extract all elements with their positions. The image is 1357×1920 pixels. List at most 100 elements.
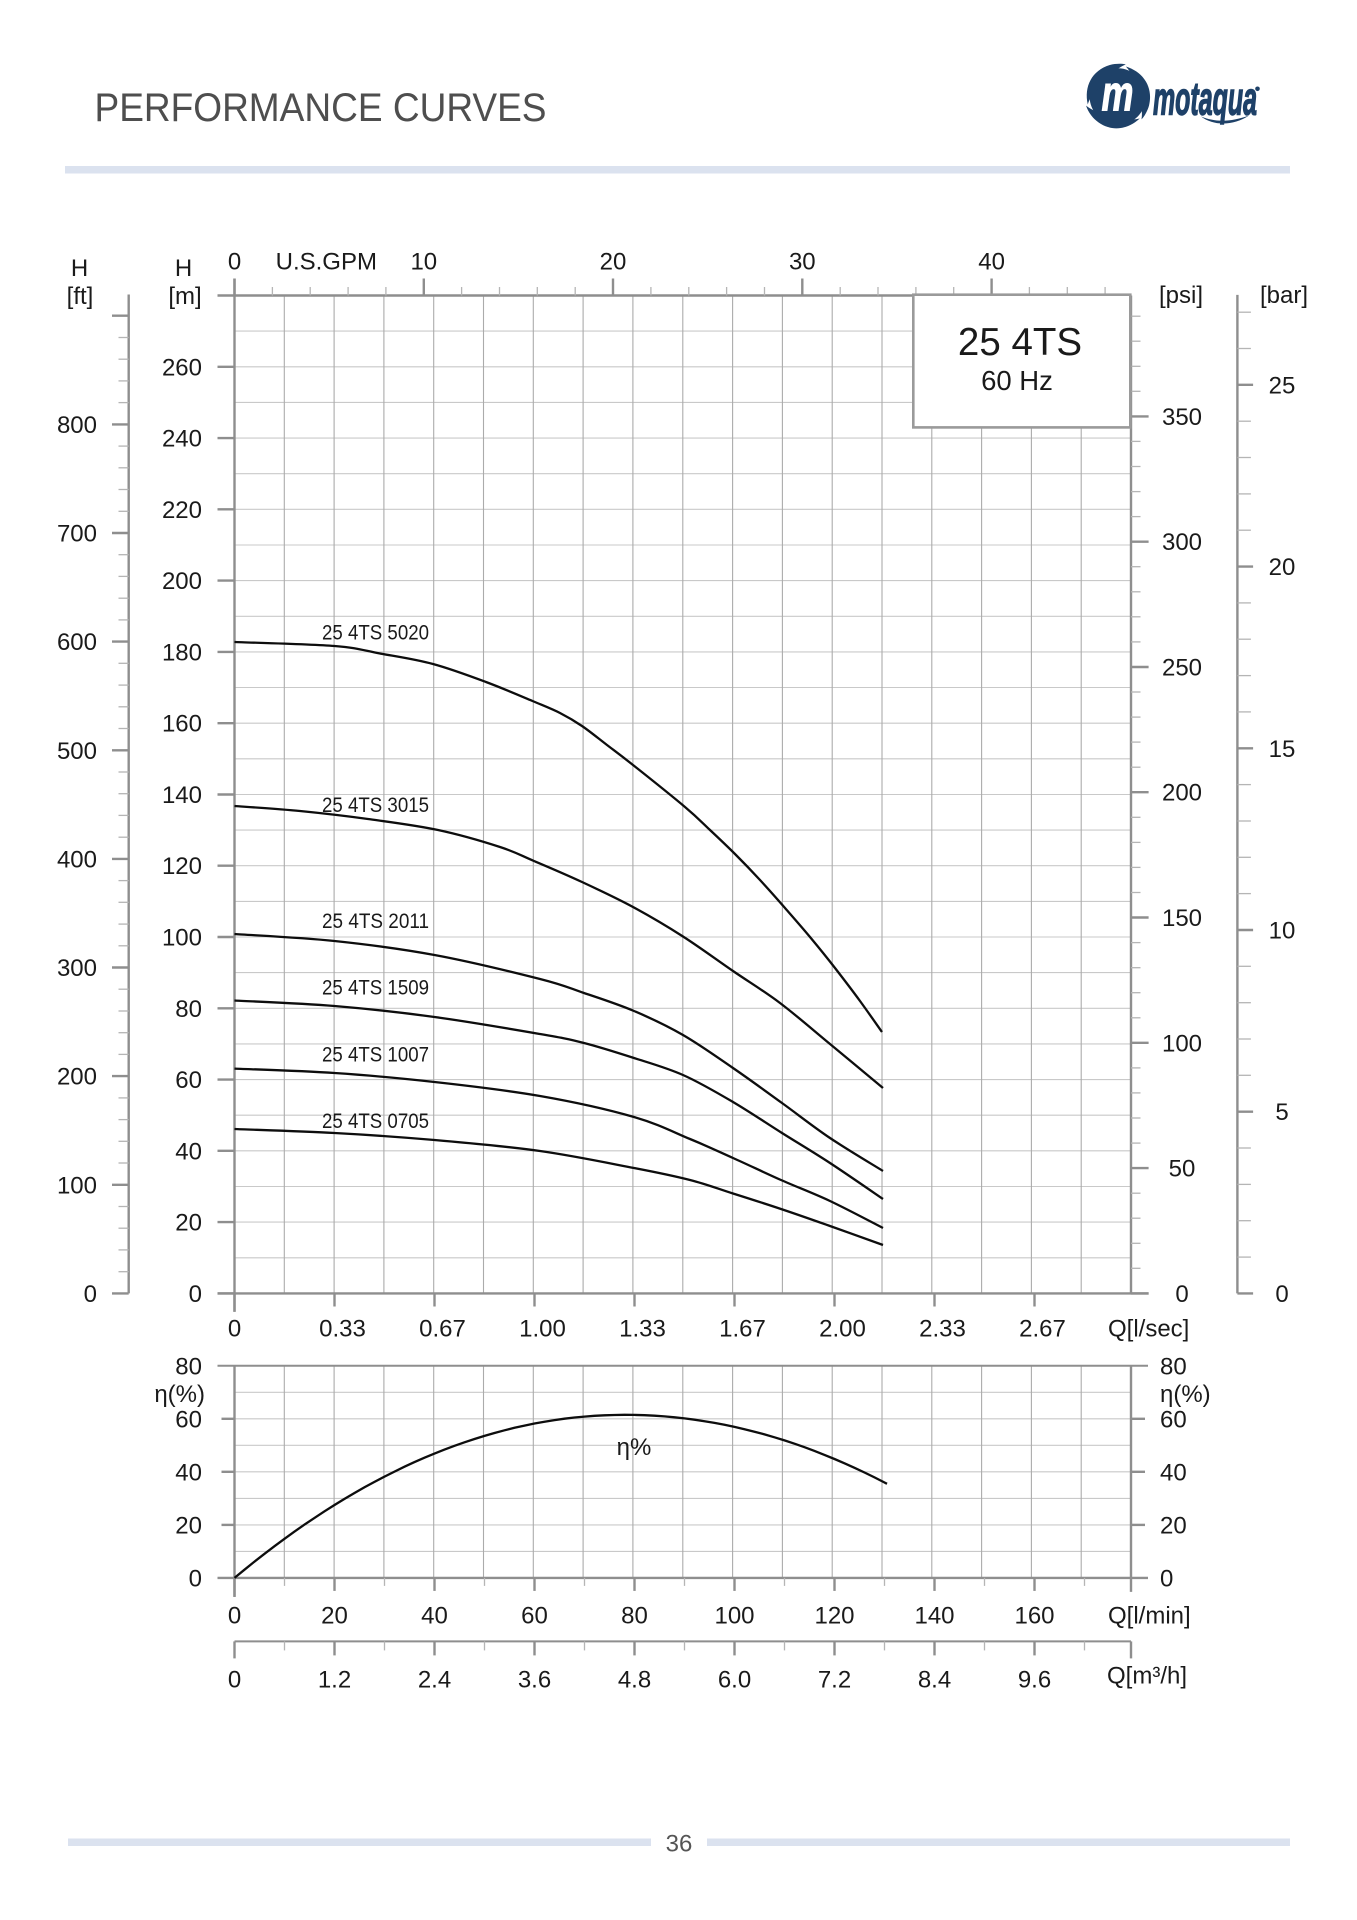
svg-text:60: 60 [175, 1406, 202, 1433]
svg-text:0: 0 [228, 249, 241, 276]
svg-text:60: 60 [1160, 1406, 1187, 1433]
svg-text:[ft]: [ft] [67, 283, 94, 310]
svg-text:20: 20 [1160, 1512, 1187, 1539]
svg-text:m: m [1101, 67, 1133, 122]
svg-text:1.00: 1.00 [519, 1315, 566, 1342]
svg-text:250: 250 [1162, 655, 1202, 682]
svg-text:0: 0 [228, 1315, 241, 1342]
svg-text:80: 80 [621, 1603, 648, 1630]
svg-text:0: 0 [189, 1281, 202, 1308]
svg-text:700: 700 [57, 521, 97, 548]
svg-text:6.0: 6.0 [718, 1667, 751, 1694]
svg-text:2.67: 2.67 [1019, 1315, 1066, 1342]
svg-text:4.8: 4.8 [618, 1667, 651, 1694]
svg-text:25 4TS 1007: 25 4TS 1007 [322, 1042, 429, 1066]
svg-text:7.2: 7.2 [818, 1667, 851, 1694]
svg-text:0.33: 0.33 [319, 1315, 366, 1342]
svg-text:30: 30 [789, 249, 816, 276]
svg-text:50: 50 [1169, 1156, 1196, 1183]
svg-text:180: 180 [162, 639, 202, 666]
svg-text:25 4TS 0705: 25 4TS 0705 [322, 1109, 429, 1133]
svg-text:3.6: 3.6 [518, 1667, 551, 1694]
svg-text:25 4TS 5020: 25 4TS 5020 [322, 621, 429, 645]
svg-text:[psi]: [psi] [1159, 282, 1203, 309]
svg-text:PERFORMANCE CURVES: PERFORMANCE CURVES [95, 86, 547, 130]
svg-text:[m]: [m] [168, 283, 201, 310]
svg-text:120: 120 [162, 853, 202, 880]
svg-text:20: 20 [600, 249, 627, 276]
svg-text:100: 100 [162, 925, 202, 952]
svg-text:25 4TS 1509: 25 4TS 1509 [322, 976, 429, 1000]
svg-text:motaqua: motaqua [1153, 73, 1257, 124]
svg-text:160: 160 [162, 711, 202, 738]
svg-text:60: 60 [175, 1067, 202, 1094]
svg-text:120: 120 [814, 1603, 854, 1630]
svg-text:160: 160 [1014, 1603, 1054, 1630]
svg-text:Q[l/min]: Q[l/min] [1108, 1603, 1191, 1630]
svg-text:0: 0 [1160, 1565, 1173, 1592]
svg-text:40: 40 [175, 1459, 202, 1486]
svg-text:80: 80 [175, 996, 202, 1023]
svg-text:[bar]: [bar] [1260, 282, 1308, 309]
svg-text:2.00: 2.00 [819, 1315, 866, 1342]
svg-text:20: 20 [1269, 554, 1296, 581]
svg-text:25 4TS: 25 4TS [958, 321, 1082, 364]
svg-text:η(%): η(%) [154, 1381, 205, 1408]
svg-text:0: 0 [189, 1565, 202, 1592]
svg-text:220: 220 [162, 497, 202, 524]
svg-text:Q[l/sec]: Q[l/sec] [1108, 1315, 1189, 1342]
svg-text:150: 150 [1162, 905, 1202, 932]
svg-text:0: 0 [1175, 1281, 1188, 1308]
svg-text:140: 140 [162, 782, 202, 809]
svg-text:2.4: 2.4 [418, 1667, 451, 1694]
svg-text:Q[m³/h]: Q[m³/h] [1107, 1663, 1187, 1690]
svg-text:800: 800 [57, 412, 97, 439]
svg-text:40: 40 [421, 1603, 448, 1630]
svg-text:9.6: 9.6 [1018, 1667, 1051, 1694]
svg-text:260: 260 [162, 354, 202, 381]
svg-text:350: 350 [1162, 404, 1202, 431]
svg-text:1.33: 1.33 [619, 1315, 666, 1342]
svg-text:240: 240 [162, 426, 202, 453]
svg-text:0.67: 0.67 [419, 1315, 466, 1342]
svg-text:8.4: 8.4 [918, 1667, 951, 1694]
svg-text:40: 40 [1160, 1459, 1187, 1486]
svg-text:25: 25 [1269, 372, 1296, 399]
svg-text:η(%): η(%) [1160, 1381, 1211, 1408]
svg-text:300: 300 [57, 955, 97, 982]
svg-text:60: 60 [521, 1603, 548, 1630]
svg-text:2.33: 2.33 [919, 1315, 966, 1342]
svg-text:500: 500 [57, 738, 97, 765]
svg-text:100: 100 [57, 1172, 97, 1199]
svg-text:60 Hz: 60 Hz [981, 365, 1053, 396]
svg-text:10: 10 [410, 249, 437, 276]
svg-text:1.67: 1.67 [719, 1315, 766, 1342]
svg-text:25 4TS 3015: 25 4TS 3015 [322, 793, 429, 817]
svg-text:100: 100 [714, 1603, 754, 1630]
svg-text:40: 40 [978, 249, 1005, 276]
svg-text:400: 400 [57, 846, 97, 873]
svg-text:36: 36 [666, 1831, 693, 1858]
svg-text:100: 100 [1162, 1030, 1202, 1057]
svg-text:0: 0 [1275, 1281, 1288, 1308]
svg-text:η%: η% [617, 1434, 652, 1461]
svg-text:80: 80 [1160, 1353, 1187, 1380]
svg-text:H: H [175, 255, 192, 282]
svg-text:25 4TS 2011: 25 4TS 2011 [322, 909, 429, 933]
svg-text:0: 0 [228, 1667, 241, 1694]
svg-text:0: 0 [84, 1281, 97, 1308]
svg-text:15: 15 [1269, 736, 1296, 763]
svg-text:1.2: 1.2 [318, 1667, 351, 1694]
svg-text:200: 200 [57, 1064, 97, 1091]
svg-text:300: 300 [1162, 529, 1202, 556]
svg-text:H: H [71, 255, 88, 282]
svg-text:20: 20 [175, 1512, 202, 1539]
svg-text:140: 140 [914, 1603, 954, 1630]
svg-text:80: 80 [175, 1353, 202, 1380]
svg-text:5: 5 [1275, 1099, 1288, 1126]
svg-text:600: 600 [57, 629, 97, 656]
svg-text:20: 20 [321, 1603, 348, 1630]
svg-text:10: 10 [1269, 918, 1296, 945]
svg-text:U.S.GPM: U.S.GPM [276, 249, 377, 276]
svg-text:20: 20 [175, 1210, 202, 1237]
